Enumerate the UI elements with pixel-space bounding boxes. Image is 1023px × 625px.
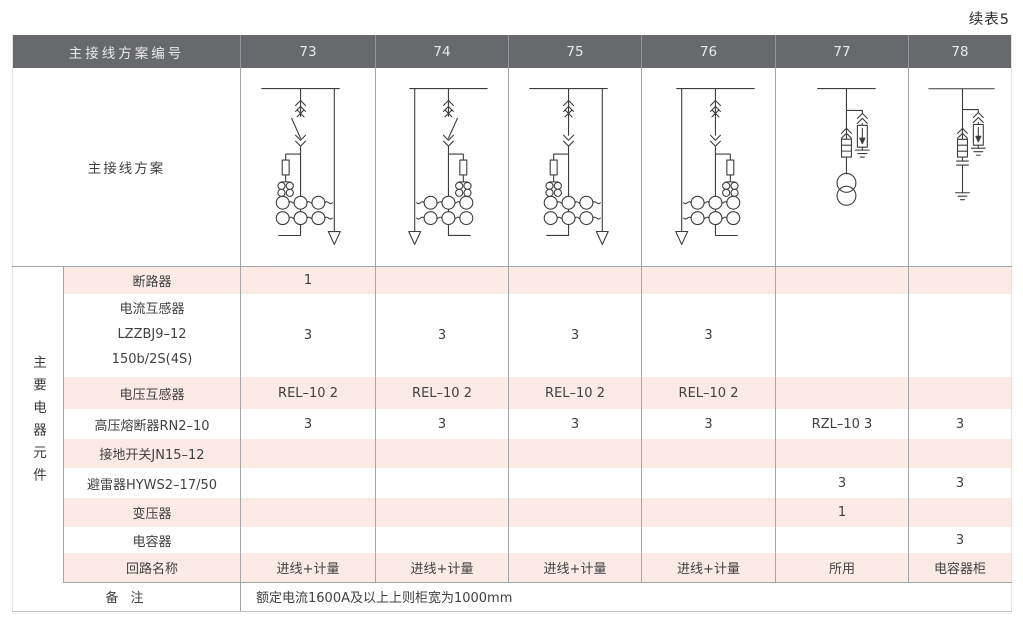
value-cell: RZL–10 3 xyxy=(775,409,909,439)
scheme-number-76: 76 xyxy=(641,35,776,68)
scheme-number-74: 74 xyxy=(375,35,509,68)
scheme-number-77: 77 xyxy=(775,35,909,68)
value-cell: 所用 xyxy=(775,553,909,583)
component-row-breaker: 主要电器元件 断路器 1 xyxy=(12,266,1012,582)
component-row-voltage-transformer: 电压互感器 REL–10 2 REL–10 2 REL–10 2 REL–10 … xyxy=(13,377,1012,409)
component-row-transformer: 变压器 1 xyxy=(13,498,1012,527)
remark-label: 备 注 xyxy=(12,582,241,612)
value-cell: 3 xyxy=(908,409,1012,439)
value-cell xyxy=(375,527,509,553)
side-label-main-components: 主要电器元件 xyxy=(30,354,46,490)
value-cell xyxy=(240,498,376,527)
diagram-row: 主接线方案 xyxy=(12,68,1012,267)
value-cell xyxy=(775,527,909,553)
value-cell xyxy=(508,266,642,294)
component-row-earthing-switch: 接地开关JN15–12 xyxy=(13,439,1012,468)
value-cell xyxy=(641,266,776,294)
component-row-circuit-name: 回路名称 进线+计量 进线+计量 进线+计量 进线+计量 所用 电容器柜 xyxy=(13,553,1012,583)
continuation-label: 续表5 xyxy=(968,12,1010,28)
value-cell: 3 xyxy=(375,294,509,377)
value-cell xyxy=(375,439,509,468)
component-row-arrester: 避雷器HYWS2–17/50 3 3 xyxy=(13,468,1012,498)
value-cell: 1 xyxy=(775,498,909,527)
value-cell xyxy=(508,468,642,498)
value-cell: REL–10 2 xyxy=(508,377,642,409)
value-cell xyxy=(508,527,642,553)
value-cell: 3 xyxy=(508,409,642,439)
scheme-diagram-78 xyxy=(909,69,1011,265)
value-cell: 进线+计量 xyxy=(508,553,642,583)
component-label: 接地开关JN15–12 xyxy=(63,439,241,468)
value-cell xyxy=(908,439,1012,468)
component-label: 电压互感器 xyxy=(63,377,241,409)
value-cell: 3 xyxy=(240,409,376,439)
value-cell: 3 xyxy=(641,294,776,377)
value-cell xyxy=(908,266,1012,294)
value-cell: 进线+计量 xyxy=(375,553,509,583)
component-label: 高压熔断器RN2–10 xyxy=(63,409,241,439)
component-row-current-transformer: 电流互感器 LZZBJ9–12 150b/2S(4S) 3 3 3 3 xyxy=(13,294,1012,377)
value-cell: REL–10 2 xyxy=(641,377,776,409)
value-cell xyxy=(240,468,376,498)
value-cell xyxy=(508,439,642,468)
value-cell xyxy=(775,294,909,377)
value-cell xyxy=(375,468,509,498)
value-cell: 3 xyxy=(240,294,376,377)
value-cell: REL–10 2 xyxy=(240,377,376,409)
value-cell: 进线+计量 xyxy=(641,553,776,583)
value-cell xyxy=(908,498,1012,527)
scheme-diagram-73 xyxy=(241,69,375,265)
value-cell: 3 xyxy=(508,294,642,377)
value-cell: 3 xyxy=(908,527,1012,553)
value-cell xyxy=(641,527,776,553)
value-cell xyxy=(240,527,376,553)
scheme-number-78: 78 xyxy=(908,35,1012,68)
scheme-number-73: 73 xyxy=(240,35,376,68)
value-cell: 1 xyxy=(240,266,376,294)
component-label: 断路器 xyxy=(63,266,241,294)
value-cell xyxy=(641,498,776,527)
value-cell: 3 xyxy=(641,409,776,439)
component-row-hv-fuse: 高压熔断器RN2–10 3 3 3 3 RZL–10 3 3 xyxy=(13,409,1012,439)
scheme-diagram-75 xyxy=(509,69,641,265)
value-cell: 3 xyxy=(908,468,1012,498)
value-cell xyxy=(508,498,642,527)
remark-value: 额定电流1600A及以上上则柜宽为1000mm xyxy=(240,582,1012,612)
scheme-diagram-76 xyxy=(642,69,775,265)
value-cell: 电容器柜 xyxy=(908,553,1012,583)
component-label: 电容器 xyxy=(63,527,241,553)
value-cell xyxy=(908,294,1012,377)
header-row: 主接线方案编号 73 74 75 76 77 78 xyxy=(12,35,1012,68)
value-cell: 3 xyxy=(375,409,509,439)
remark-row: 备 注 额定电流1600A及以上上则柜宽为1000mm xyxy=(12,582,1012,612)
scheme-diagram-77 xyxy=(776,69,908,265)
header-scheme-number-label: 主接线方案编号 xyxy=(12,35,241,68)
value-cell xyxy=(641,468,776,498)
value-cell: 进线+计量 xyxy=(240,553,376,583)
value-cell xyxy=(908,377,1012,409)
value-cell xyxy=(641,439,776,468)
value-cell: REL–10 2 xyxy=(375,377,509,409)
component-row-capacitor: 电容器 3 xyxy=(13,527,1012,553)
scheme-number-75: 75 xyxy=(508,35,642,68)
component-label: 回路名称 xyxy=(63,553,241,583)
value-cell: 3 xyxy=(775,468,909,498)
wiring-scheme-table: 主接线方案编号 73 74 75 76 77 78 主接线方案 主要电器元件 断… xyxy=(12,35,1012,612)
value-cell xyxy=(775,439,909,468)
value-cell xyxy=(775,266,909,294)
value-cell xyxy=(775,377,909,409)
diagram-row-label: 主接线方案 xyxy=(12,68,241,267)
value-cell xyxy=(240,439,376,468)
component-label: 变压器 xyxy=(63,498,241,527)
value-cell xyxy=(375,266,509,294)
scheme-diagram-74 xyxy=(376,69,508,265)
component-label: 避雷器HYWS2–17/50 xyxy=(63,468,241,498)
component-label: 电流互感器 LZZBJ9–12 150b/2S(4S) xyxy=(63,294,241,377)
value-cell xyxy=(375,498,509,527)
